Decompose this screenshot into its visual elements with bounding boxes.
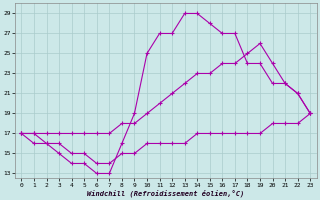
X-axis label: Windchill (Refroidissement éolien,°C): Windchill (Refroidissement éolien,°C) (87, 189, 244, 197)
